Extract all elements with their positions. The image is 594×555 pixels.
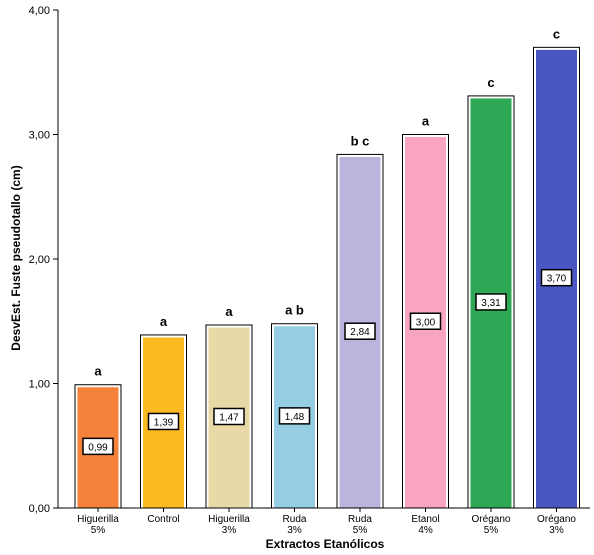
significance-letter: a — [94, 364, 102, 379]
x-tick-label: Higuerilla — [208, 514, 250, 525]
y-axis: 0,00 1,00 2,00 3,00 4,00 — [29, 5, 59, 515]
significance-letter: a — [160, 314, 168, 329]
value-label-box — [344, 322, 376, 340]
value-label: 3,00 — [416, 317, 436, 328]
bar-group: 3,00 a — [402, 114, 449, 509]
value-label: 1,48 — [285, 412, 305, 423]
bar-group: 1,39 a — [140, 314, 187, 509]
bar-group: 3,31 c — [467, 75, 515, 509]
value-label-box — [213, 407, 245, 426]
significance-letter: c — [553, 26, 560, 41]
significance-letter: a b — [285, 303, 304, 318]
value-label-box — [278, 407, 311, 425]
x-tick-label: Orégano — [537, 514, 576, 525]
value-label-box — [147, 412, 180, 431]
value-label-box — [409, 312, 442, 330]
significance-letter: c — [487, 75, 494, 90]
bar-group: 3,70 c — [533, 26, 580, 509]
bar-group: 0,99 a — [74, 364, 122, 509]
bar-group: 1,48 a b — [271, 303, 318, 509]
x-tick-label: Ruda — [348, 514, 372, 525]
y-tick-label: 4,00 — [29, 5, 50, 17]
x-tick-label: Etanol — [411, 514, 439, 525]
x-tick-label: 3% — [287, 525, 302, 536]
value-label: 1,47 — [219, 412, 239, 423]
significance-letter: a — [225, 304, 233, 319]
x-tick-label: 5% — [353, 525, 368, 536]
value-label: 3,70 — [547, 274, 567, 285]
x-tick-label: 5% — [91, 525, 106, 536]
y-axis-title: DesvEst. Fuste pseudotallo (cm) — [9, 165, 23, 350]
value-label: 0,99 — [88, 442, 108, 453]
value-label: 2,84 — [350, 327, 370, 338]
x-tick-label: Control — [147, 514, 179, 525]
y-tick-label: 2,00 — [29, 254, 50, 266]
x-tick-label: Higuerilla — [77, 514, 119, 525]
value-label: 3,31 — [481, 298, 501, 309]
x-tick-label: 5% — [484, 525, 499, 536]
y-tick-label: 3,00 — [29, 130, 50, 142]
value-label-box — [82, 437, 114, 456]
y-tick-label: 1,00 — [29, 379, 50, 391]
significance-letter: a — [422, 114, 430, 129]
value-label-box — [475, 293, 507, 311]
y-tick-label: 0,00 — [29, 503, 50, 515]
significance-letter: b c — [351, 133, 370, 148]
x-axis-title: Extractos Etanólicos — [266, 537, 385, 551]
value-label: 1,39 — [154, 417, 174, 428]
x-tick-label: 3% — [222, 525, 237, 536]
bar-group: 2,84 b c — [336, 133, 384, 509]
x-tick-label: Orégano — [472, 514, 511, 525]
bar-group: 1,47 a — [205, 304, 253, 509]
x-tick-label: 3% — [549, 525, 564, 536]
x-tick-label: Ruda — [283, 514, 307, 525]
x-tick-label: 4% — [418, 525, 433, 536]
value-label-box — [540, 268, 573, 287]
